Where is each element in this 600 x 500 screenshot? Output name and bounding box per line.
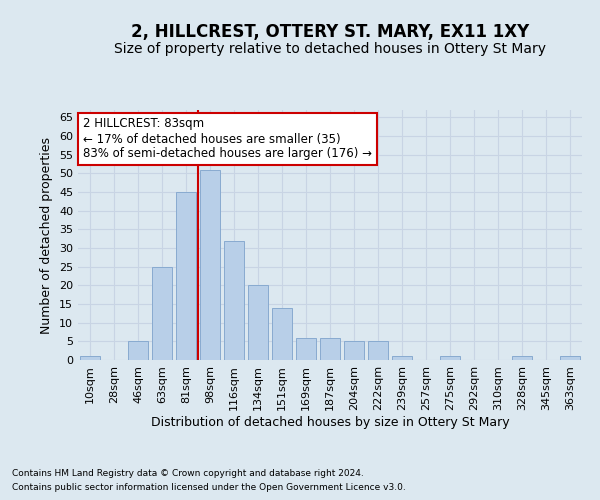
Bar [200,170,220,360]
Bar [440,356,460,360]
Bar [296,338,316,360]
Bar [224,240,244,360]
Text: Contains public sector information licensed under the Open Government Licence v3: Contains public sector information licen… [12,484,406,492]
Bar [560,356,580,360]
Bar [80,356,100,360]
X-axis label: Distribution of detached houses by size in Ottery St Mary: Distribution of detached houses by size … [151,416,509,428]
Text: 2, HILLCREST, OTTERY ST. MARY, EX11 1XY: 2, HILLCREST, OTTERY ST. MARY, EX11 1XY [131,22,529,40]
Bar [392,356,412,360]
Bar [512,356,532,360]
Bar [368,342,388,360]
Bar [344,342,364,360]
Text: Contains HM Land Registry data © Crown copyright and database right 2024.: Contains HM Land Registry data © Crown c… [12,468,364,477]
Y-axis label: Number of detached properties: Number of detached properties [40,136,53,334]
Text: Size of property relative to detached houses in Ottery St Mary: Size of property relative to detached ho… [114,42,546,56]
Bar [248,286,268,360]
Bar [128,342,148,360]
Text: 2 HILLCREST: 83sqm
← 17% of detached houses are smaller (35)
83% of semi-detache: 2 HILLCREST: 83sqm ← 17% of detached hou… [83,118,372,160]
Bar [176,192,196,360]
Bar [152,266,172,360]
Bar [272,308,292,360]
Bar [320,338,340,360]
